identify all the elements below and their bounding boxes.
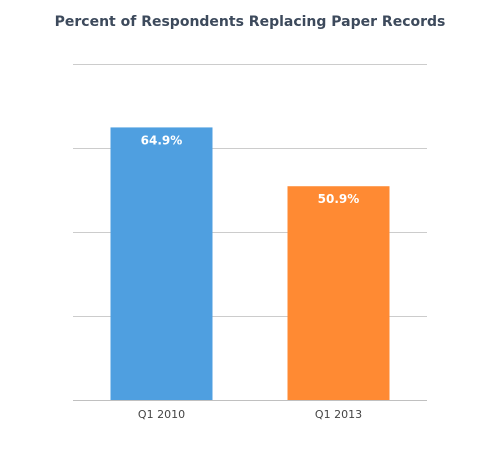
chart-title: Percent of Respondents Replacing Paper R…	[55, 14, 446, 30]
data-label: 50.9%	[318, 192, 360, 206]
x-tick-labels: Q1 2010 Q1 2013	[138, 408, 362, 421]
data-labels: 64.9% 50.9%	[141, 133, 360, 206]
x-tick-label: Q1 2013	[315, 408, 362, 421]
x-tick-label: Q1 2010	[138, 408, 185, 421]
bar-q1-2010	[110, 127, 213, 401]
bar-q1-2013	[287, 186, 390, 400]
bars	[110, 127, 390, 401]
data-label: 64.9%	[141, 133, 183, 147]
